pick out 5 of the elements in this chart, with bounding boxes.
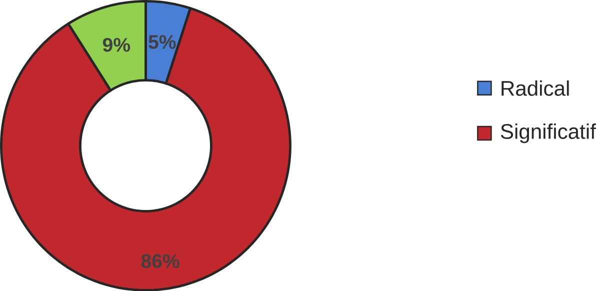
- data-label: 5%: [148, 34, 176, 49]
- legend-label: Radical: [502, 80, 569, 96]
- legend-label: Significatif: [500, 123, 596, 143]
- data-label: 9%: [102, 38, 130, 52]
- data-label: 86%: [141, 254, 180, 268]
